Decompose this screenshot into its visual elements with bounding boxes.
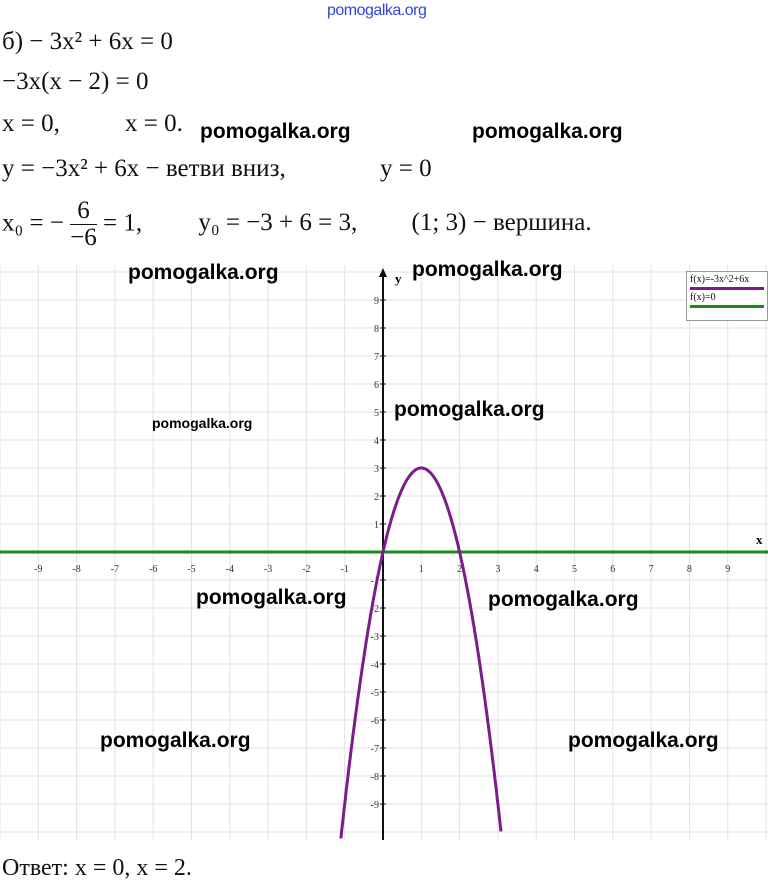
graph-legend: f(x)=-3x^2+6x f(x)=0: [686, 271, 768, 321]
y-tick-label: -1: [371, 576, 379, 587]
equation-line-4a: y = −3x² + 6x − ветви вниз,: [2, 155, 286, 182]
watermark: pomogalka.org: [472, 120, 623, 143]
watermark: pomogalka.org: [412, 258, 563, 281]
watermark: pomogalka.org: [128, 261, 279, 284]
legend-swatch-parabola: [690, 285, 764, 290]
y-tick-label: 6: [374, 380, 379, 391]
watermark: pomogalka.org: [488, 588, 639, 611]
legend-swatch-zero: [690, 303, 764, 308]
y-tick-label: -6: [371, 716, 379, 727]
vertex: (1; 3) − вершина.: [411, 209, 592, 237]
vertex-y: y₀ = −3 + 6 = 3,: [198, 209, 358, 237]
watermark: pomogalka.org: [568, 729, 719, 752]
vertex-x-label: x₀ = −: [2, 209, 64, 237]
x-tick-label: 2: [457, 564, 462, 575]
answer: Ответ: x = 0, x = 2.: [2, 855, 192, 881]
y-tick-label: -4: [371, 660, 379, 671]
x-tick-label: 6: [610, 564, 615, 575]
equation-line-2: −3x(x − 2) = 0: [2, 68, 149, 95]
fraction-denominator: −6: [70, 224, 97, 252]
y-tick-label: 8: [374, 324, 379, 335]
y-tick-label: -8: [371, 772, 379, 783]
series-line-parabola: [339, 466, 503, 839]
y-tick-label: -5: [371, 688, 379, 699]
fraction-numerator: 6: [70, 197, 97, 226]
y-tick-label: -7: [371, 744, 379, 755]
y-tick-label: 9: [374, 296, 379, 307]
x-tick-label: -9: [34, 564, 42, 575]
legend-item-zero: f(x)=0: [690, 292, 716, 303]
watermark: pomogalka.org: [100, 729, 251, 752]
x-tick-label: 4: [534, 564, 539, 575]
equation-line-3b: x = 0.: [125, 110, 183, 137]
x-tick-label: -4: [226, 564, 234, 575]
x-tick-label: -1: [341, 564, 349, 575]
x-tick-label: -5: [187, 564, 195, 575]
y-tick-label: 7: [374, 352, 379, 363]
x-axis-label: x: [756, 532, 763, 547]
equation-line-5: x₀ = − 6 −6 = 1, y₀ = −3 + 6 = 3, (1; 3) …: [2, 197, 592, 252]
y-tick-label: -2: [371, 604, 379, 615]
equation-line-3a: x = 0,: [2, 110, 60, 137]
fraction: 6 −6: [70, 197, 97, 252]
parabola-graph: -9 -8 -7 -6 -5 -4 -3 -2 -1 1 2 3 4 5 6 7 8 9 -9 -8 -7 -6 -5 -4 -…: [0, 265, 768, 840]
y-tick-label: 1: [374, 520, 379, 531]
vertex-x-value: = 1,: [103, 209, 143, 237]
watermark-top: pomogalka.org: [327, 2, 427, 19]
y-axis-label: y: [395, 271, 402, 286]
y-tick-label: -9: [371, 800, 379, 811]
x-tick-label: -7: [111, 564, 119, 575]
y-tick-label: 5: [374, 408, 379, 419]
x-tick-label: -6: [149, 564, 157, 575]
x-tick-label: -2: [302, 564, 310, 575]
watermark: pomogalka.org: [394, 398, 545, 421]
y-tick-label: 3: [374, 464, 379, 475]
y-tick-label: 4: [374, 436, 379, 447]
x-tick-label: 8: [687, 564, 692, 575]
legend-item-parabola: f(x)=-3x^2+6x: [690, 274, 750, 285]
equation-line-4b: y = 0: [380, 155, 432, 182]
x-tick-label: -3: [264, 564, 272, 575]
x-tick-label: 3: [495, 564, 500, 575]
y-axis-arrow: [379, 268, 387, 277]
x-tick-label: -8: [72, 564, 80, 575]
x-tick-label: 1: [419, 564, 424, 575]
watermark: pomogalka.org: [196, 586, 347, 609]
x-tick-label: 7: [649, 564, 654, 575]
x-tick-label: 5: [572, 564, 577, 575]
equation-line-1: б) − 3x² + 6x = 0: [2, 28, 173, 55]
y-tick-label: -3: [371, 632, 379, 643]
x-tick-label: 9: [725, 564, 730, 575]
watermark: pomogalka.org: [200, 120, 351, 143]
watermark: pomogalka.org: [152, 415, 253, 431]
y-tick-label: 2: [374, 492, 379, 503]
